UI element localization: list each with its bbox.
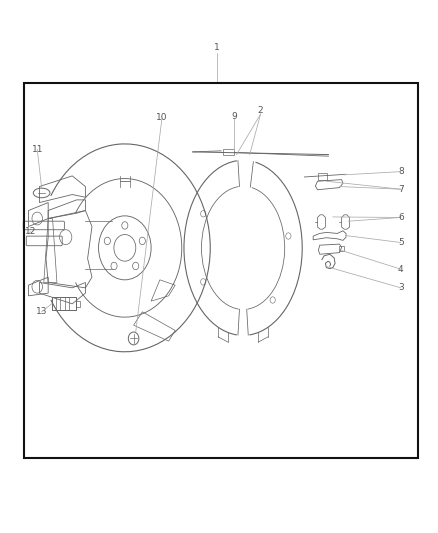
Text: 4: 4: [398, 265, 403, 273]
Text: 7: 7: [398, 185, 404, 193]
Bar: [24, 83, 418, 458]
Text: 11: 11: [32, 145, 43, 154]
Bar: [339, 246, 344, 251]
Text: 12: 12: [25, 228, 36, 236]
Text: 8: 8: [398, 167, 404, 176]
Text: 1: 1: [214, 44, 220, 52]
Bar: [318, 173, 327, 180]
Text: 9: 9: [231, 112, 237, 120]
Bar: [223, 149, 234, 155]
Bar: [76, 301, 80, 307]
Text: 5: 5: [398, 238, 404, 247]
Bar: [52, 297, 76, 310]
Text: 10: 10: [156, 113, 168, 122]
Text: 13: 13: [36, 308, 47, 316]
Text: 2: 2: [258, 106, 263, 115]
Text: 3: 3: [398, 284, 404, 292]
Text: 6: 6: [398, 213, 404, 222]
